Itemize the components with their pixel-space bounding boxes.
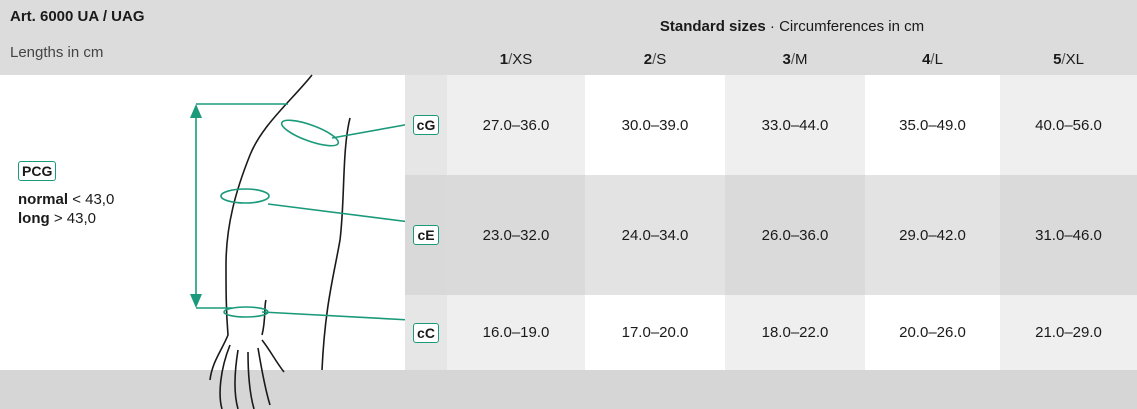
size-number: 1 (499, 50, 509, 68)
separator: / (508, 50, 513, 68)
row-label: cE (413, 225, 439, 245)
column-header: 4/L (865, 48, 1000, 70)
size-cell: 40.0–56.0 (1000, 75, 1137, 175)
size-name: XL (1065, 50, 1084, 68)
row-label-cell: cG (405, 75, 447, 175)
group-header: Standard sizes · Circumferences in cm (447, 18, 1137, 35)
size-cell: 23.0–32.0 (447, 175, 585, 295)
row-label-cell: cC (405, 295, 447, 370)
legend-item: long > 43,0 (18, 210, 114, 227)
subtitle: Lengths in cm (10, 44, 104, 61)
size-number: 2 (643, 50, 653, 68)
column-header: 5/XL (1000, 48, 1137, 70)
separator: / (930, 50, 935, 68)
size-cell: 29.0–42.0 (865, 175, 1000, 295)
column-header: 1/XS (447, 48, 585, 70)
legend-label: long (18, 210, 50, 227)
size-name: L (934, 50, 943, 68)
size-cell: 24.0–34.0 (585, 175, 725, 295)
legend: PCG normal < 43,0 long > 43,0 (18, 161, 114, 227)
size-cell: 18.0–22.0 (725, 295, 865, 370)
separator: / (1061, 50, 1066, 68)
size-number: 4 (922, 50, 931, 68)
legend-item: normal < 43,0 (18, 191, 114, 208)
size-cell: 26.0–36.0 (725, 175, 865, 295)
size-name: M (795, 50, 808, 68)
legend-label: normal (18, 191, 69, 208)
size-cell: 20.0–26.0 (865, 295, 1000, 370)
size-cell: 30.0–39.0 (585, 75, 725, 175)
size-cell: 16.0–19.0 (447, 295, 585, 370)
row-label: cG (412, 115, 440, 135)
size-cell: 21.0–29.0 (1000, 295, 1137, 370)
separator: / (652, 50, 657, 68)
legend-value: < 43,0 (72, 191, 115, 208)
row-label-cell: cE (405, 175, 447, 295)
row-label: cC (413, 322, 439, 343)
size-name: S (656, 50, 667, 68)
size-cell: 17.0–20.0 (585, 295, 725, 370)
legend-value: > 43,0 (53, 210, 96, 227)
title: Art. 6000 UA / UAG (10, 8, 145, 25)
header-band (0, 0, 1137, 75)
group-title: Standard sizes (659, 18, 766, 35)
size-name: XS (512, 50, 533, 68)
size-cell: 33.0–44.0 (725, 75, 865, 175)
size-cell: 27.0–36.0 (447, 75, 585, 175)
separator: / (790, 50, 795, 68)
group-subtitle: · Circumferences in cm (769, 18, 925, 35)
size-number: 3 (782, 50, 791, 68)
size-cell: 31.0–46.0 (1000, 175, 1137, 295)
column-header: 2/S (585, 48, 725, 70)
legend-badge: PCG (18, 161, 57, 181)
size-cell: 35.0–49.0 (865, 75, 1000, 175)
column-header: 3/M (725, 48, 865, 70)
size-number: 5 (1053, 50, 1062, 68)
footer-band (0, 370, 1137, 409)
